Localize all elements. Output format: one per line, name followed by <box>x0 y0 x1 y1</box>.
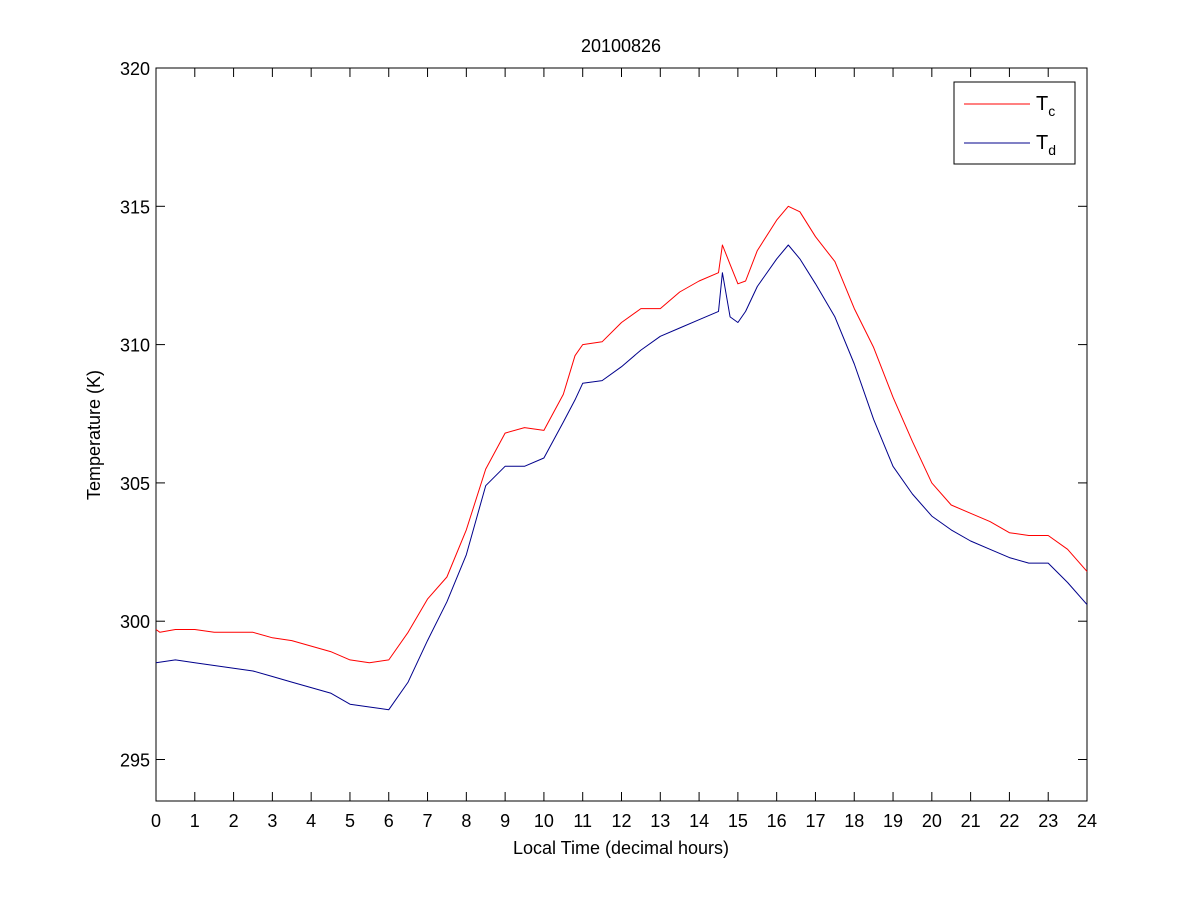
y-axis-label: Temperature (K) <box>84 370 104 500</box>
x-tick-label: 15 <box>728 811 748 831</box>
x-tick-label: 9 <box>500 811 510 831</box>
x-tick-label: 11 <box>573 811 592 831</box>
x-tick-label: 22 <box>999 811 1019 831</box>
y-tick-label: 305 <box>120 474 150 494</box>
x-tick-label: 17 <box>805 811 825 831</box>
series-line-t-c <box>155 205 1088 664</box>
x-tick-label: 24 <box>1077 811 1097 831</box>
x-tick-label: 21 <box>961 811 981 831</box>
y-tick-label: 310 <box>120 336 150 356</box>
x-tick-label: 8 <box>461 811 471 831</box>
x-tick-label: 23 <box>1038 811 1058 831</box>
chart-title: 20100826 <box>581 36 661 56</box>
x-tick-label: 5 <box>345 811 355 831</box>
x-tick-label: 4 <box>306 811 316 831</box>
y-tick-label: 320 <box>120 59 150 79</box>
x-tick-label: 20 <box>922 811 942 831</box>
x-tick-label: 1 <box>190 811 200 831</box>
y-tick-label: 295 <box>120 751 150 771</box>
plot-area: 0 1 2 3 4 5 6 7 8 9 10 11 12 13 14 15 16 17 18 19 20 21 22 23 24… <box>120 59 1097 831</box>
x-tick-label: 18 <box>844 811 864 831</box>
x-tick-label: 14 <box>689 811 709 831</box>
x-tick-label: 6 <box>384 811 394 831</box>
x-tick-label: 10 <box>534 811 554 831</box>
legend-box <box>953 81 1076 165</box>
tick-layer: 0 1 2 3 4 5 6 7 8 9 10 11 12 13 14 15 16 17 18 19 20 21 22 23 24… <box>120 59 1097 831</box>
axes-box <box>155 67 1088 802</box>
x-tick-label: 2 <box>229 811 239 831</box>
x-tick-label: 19 <box>883 811 903 831</box>
series-layer <box>155 205 1088 711</box>
x-tick-label: 13 <box>650 811 670 831</box>
y-tick-label: 315 <box>120 197 150 217</box>
x-tick-label: 0 <box>151 811 161 831</box>
x-axis-label: Local Time (decimal hours) <box>513 838 729 858</box>
x-tick-label: 3 <box>267 811 277 831</box>
y-tick-label: 300 <box>120 612 150 632</box>
series-line-t-d <box>155 244 1088 711</box>
legend-label-td: Td <box>1036 132 1056 158</box>
legend-label-tc: Tc <box>1036 93 1055 119</box>
legend: Tc Td <box>953 81 1076 165</box>
x-tick-label: 7 <box>423 811 433 831</box>
x-tick-label: 16 <box>767 811 787 831</box>
x-tick-label: 12 <box>611 811 631 831</box>
